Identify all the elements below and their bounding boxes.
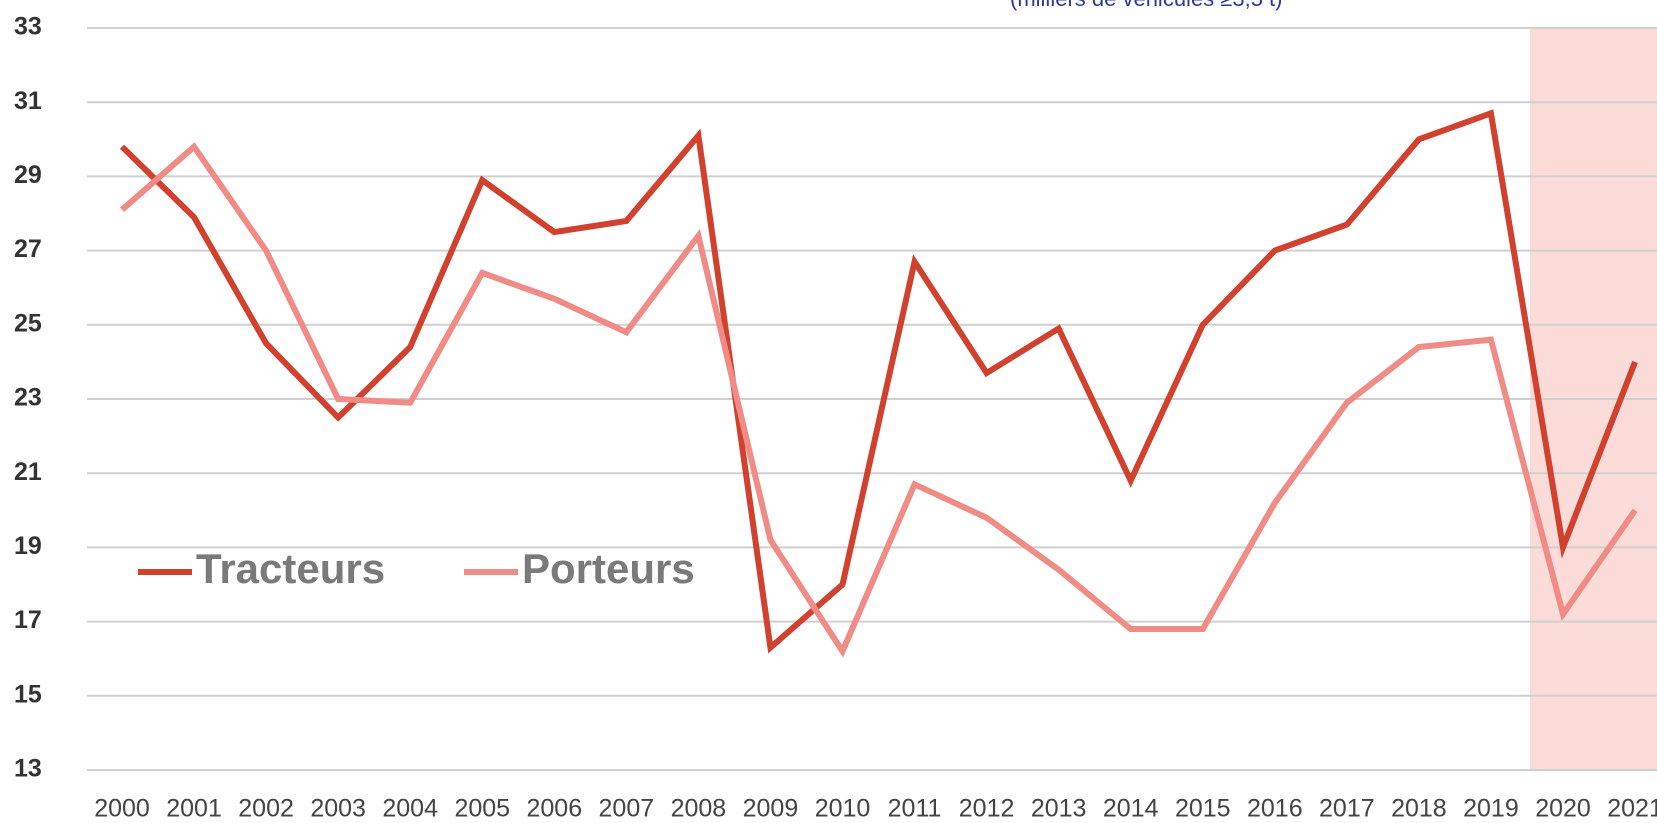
x-tick-label: 2008 [671, 795, 727, 823]
x-tick-label: 2010 [815, 795, 871, 823]
x-tick-label: 2015 [1175, 795, 1231, 823]
x-tick-label: 2001 [166, 795, 222, 823]
y-tick-label: 25 [14, 309, 42, 337]
y-tick-label: 33 [14, 13, 42, 41]
x-tick-label: 2004 [382, 795, 438, 823]
y-tick-label: 27 [14, 235, 42, 263]
x-tick-label: 2000 [94, 795, 150, 823]
series-line [119, 109, 1638, 654]
y-tick-label: 15 [14, 680, 42, 708]
y-tick-label: 21 [14, 458, 42, 486]
y-tick-label: 29 [14, 161, 42, 189]
x-tick-label: 2007 [599, 795, 655, 823]
x-tick-label: 2020 [1535, 795, 1591, 823]
y-tick-label: 17 [14, 606, 42, 634]
x-tick-label: 2016 [1247, 795, 1303, 823]
x-tick-label: 2011 [888, 795, 942, 823]
x-tick-label: 2002 [238, 795, 294, 823]
x-tick-label: 2006 [526, 795, 582, 823]
x-tick-label: 2009 [743, 795, 799, 823]
legend-label: Porteurs [522, 545, 695, 592]
x-tick-label: 2019 [1463, 795, 1519, 823]
x-tick-label: 2012 [959, 795, 1015, 823]
x-tick-label: 2013 [1031, 795, 1087, 823]
legend-label: Tracteurs [196, 545, 385, 592]
y-tick-label: 13 [14, 755, 42, 783]
chart-subtitle: (milliers de véhicules ≥3,5 t) [1010, 0, 1283, 11]
y-tick-label: 23 [14, 384, 42, 412]
x-tick-label: 2021 [1607, 795, 1657, 823]
y-tick-label: 19 [14, 532, 42, 560]
series-line [120, 142, 1638, 658]
x-tick-label: 2014 [1103, 795, 1159, 823]
y-tick-label: 31 [14, 87, 42, 115]
x-tick-label: 2003 [310, 795, 366, 823]
x-tick-label: 2017 [1319, 795, 1375, 823]
x-tick-label: 2005 [454, 795, 510, 823]
x-tick-label: 2018 [1391, 795, 1447, 823]
